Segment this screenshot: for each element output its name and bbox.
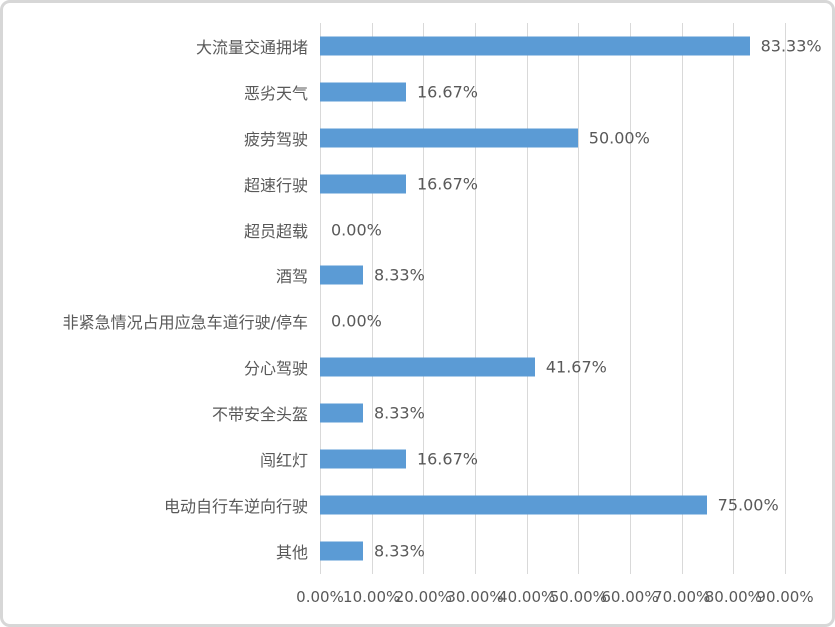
bar-track: 16.67% xyxy=(320,69,784,115)
bar-row: 分心驾驶 41.67% xyxy=(3,344,832,390)
gridline xyxy=(578,23,580,574)
x-tick-label: 60.00% xyxy=(601,588,659,606)
bar-row: 其他 8.33% xyxy=(3,528,832,574)
category-label: 电动自行车逆向行驶 xyxy=(163,496,308,516)
bar xyxy=(320,174,406,194)
x-tick-label: 90.00% xyxy=(756,588,814,606)
bar-row: 非紧急情况占用应急车道行驶/停车 0.00% xyxy=(3,298,832,344)
category-label: 大流量交通拥堵 xyxy=(195,37,308,57)
bar-row: 闯红灯 16.67% xyxy=(3,436,832,482)
bar-row: 疲劳驾驶 50.00% xyxy=(3,115,832,161)
gridline xyxy=(526,23,528,574)
bar-track: 8.33% xyxy=(320,528,784,574)
bar-track: 0.00% xyxy=(320,207,784,253)
category-label: 疲劳驾驶 xyxy=(243,129,308,149)
bar xyxy=(320,36,750,56)
x-tick-label: 70.00% xyxy=(653,588,711,606)
value-label: 83.33% xyxy=(760,36,822,56)
gridline xyxy=(785,23,786,574)
x-tick-label: 40.00% xyxy=(498,588,556,606)
x-tick-label: 10.00% xyxy=(343,588,401,606)
bar-track: 8.33% xyxy=(320,252,784,298)
gridline xyxy=(371,23,373,574)
bar xyxy=(320,449,406,469)
bar xyxy=(320,403,363,423)
bar-track: 16.67% xyxy=(320,436,784,482)
value-label: 8.33% xyxy=(373,403,425,423)
bar xyxy=(320,541,363,561)
value-label: 16.67% xyxy=(416,174,478,194)
value-label: 8.33% xyxy=(373,265,425,285)
gridline xyxy=(681,23,683,574)
gridlines xyxy=(320,23,786,574)
value-label: 0.00% xyxy=(331,220,382,239)
x-tick-label: 80.00% xyxy=(704,588,762,606)
bar-row: 恶劣天气 16.67% xyxy=(3,69,832,115)
bar-track: 50.00% xyxy=(320,115,784,161)
value-label: 0.00% xyxy=(331,311,382,331)
bar xyxy=(320,495,707,515)
x-tick-label: 50.00% xyxy=(549,588,607,606)
x-axis: 0.00% 10.00% 20.00% 30.00% 40.00% 50.00% 60.00… xyxy=(296,588,813,612)
bar-row: 超员超载 0.00% xyxy=(3,207,832,253)
value-label: 16.67% xyxy=(416,82,478,102)
value-label: 8.33% xyxy=(373,541,425,561)
bar xyxy=(320,357,535,377)
bar-row: 酒驾 8.33% xyxy=(3,252,832,298)
bar-rows: 大流量交通拥堵 83.33% 恶劣天气 16.67% 疲劳驾驶 50.00% 超速行驶 16.… xyxy=(3,23,832,574)
bar-track: 75.00% xyxy=(320,482,784,528)
x-tick-label: 30.00% xyxy=(446,588,504,606)
gridline xyxy=(423,23,425,574)
category-label: 酒驾 xyxy=(275,267,308,287)
category-label: 分心驾驶 xyxy=(243,359,308,379)
category-label: 超员超载 xyxy=(243,221,308,241)
bar-track: 16.67% xyxy=(320,161,784,207)
bar-row: 大流量交通拥堵 83.33% xyxy=(3,23,832,69)
x-tick-label: 20.00% xyxy=(394,588,452,606)
bar-track: 0.00% xyxy=(320,298,784,344)
bar xyxy=(320,128,578,148)
gridline xyxy=(733,23,735,574)
bar-track: 8.33% xyxy=(320,390,784,436)
category-label: 不带安全头盔 xyxy=(211,405,308,425)
gridline xyxy=(320,23,321,574)
x-tick-label: 0.00% xyxy=(296,588,344,606)
category-label: 恶劣天气 xyxy=(243,83,308,103)
category-label: 非紧急情况占用应急车道行驶/停车 xyxy=(62,313,308,333)
bar-row: 电动自行车逆向行驶 75.00% xyxy=(3,482,832,528)
value-label: 50.00% xyxy=(588,128,650,148)
category-label: 超速行驶 xyxy=(243,175,308,195)
gridline xyxy=(474,23,476,574)
bar-track: 41.67% xyxy=(320,344,784,390)
bar xyxy=(320,82,406,102)
value-label: 16.67% xyxy=(416,449,478,469)
category-label: 闯红灯 xyxy=(259,450,308,470)
bar-track: 83.33% xyxy=(320,23,822,69)
value-label: 41.67% xyxy=(545,357,607,377)
bar-row: 超速行驶 16.67% xyxy=(3,161,832,207)
gridline xyxy=(629,23,631,574)
value-label: 75.00% xyxy=(717,495,779,515)
category-label: 其他 xyxy=(275,542,308,562)
bar-row: 不带安全头盔 8.33% xyxy=(3,390,832,436)
bar xyxy=(320,265,363,285)
